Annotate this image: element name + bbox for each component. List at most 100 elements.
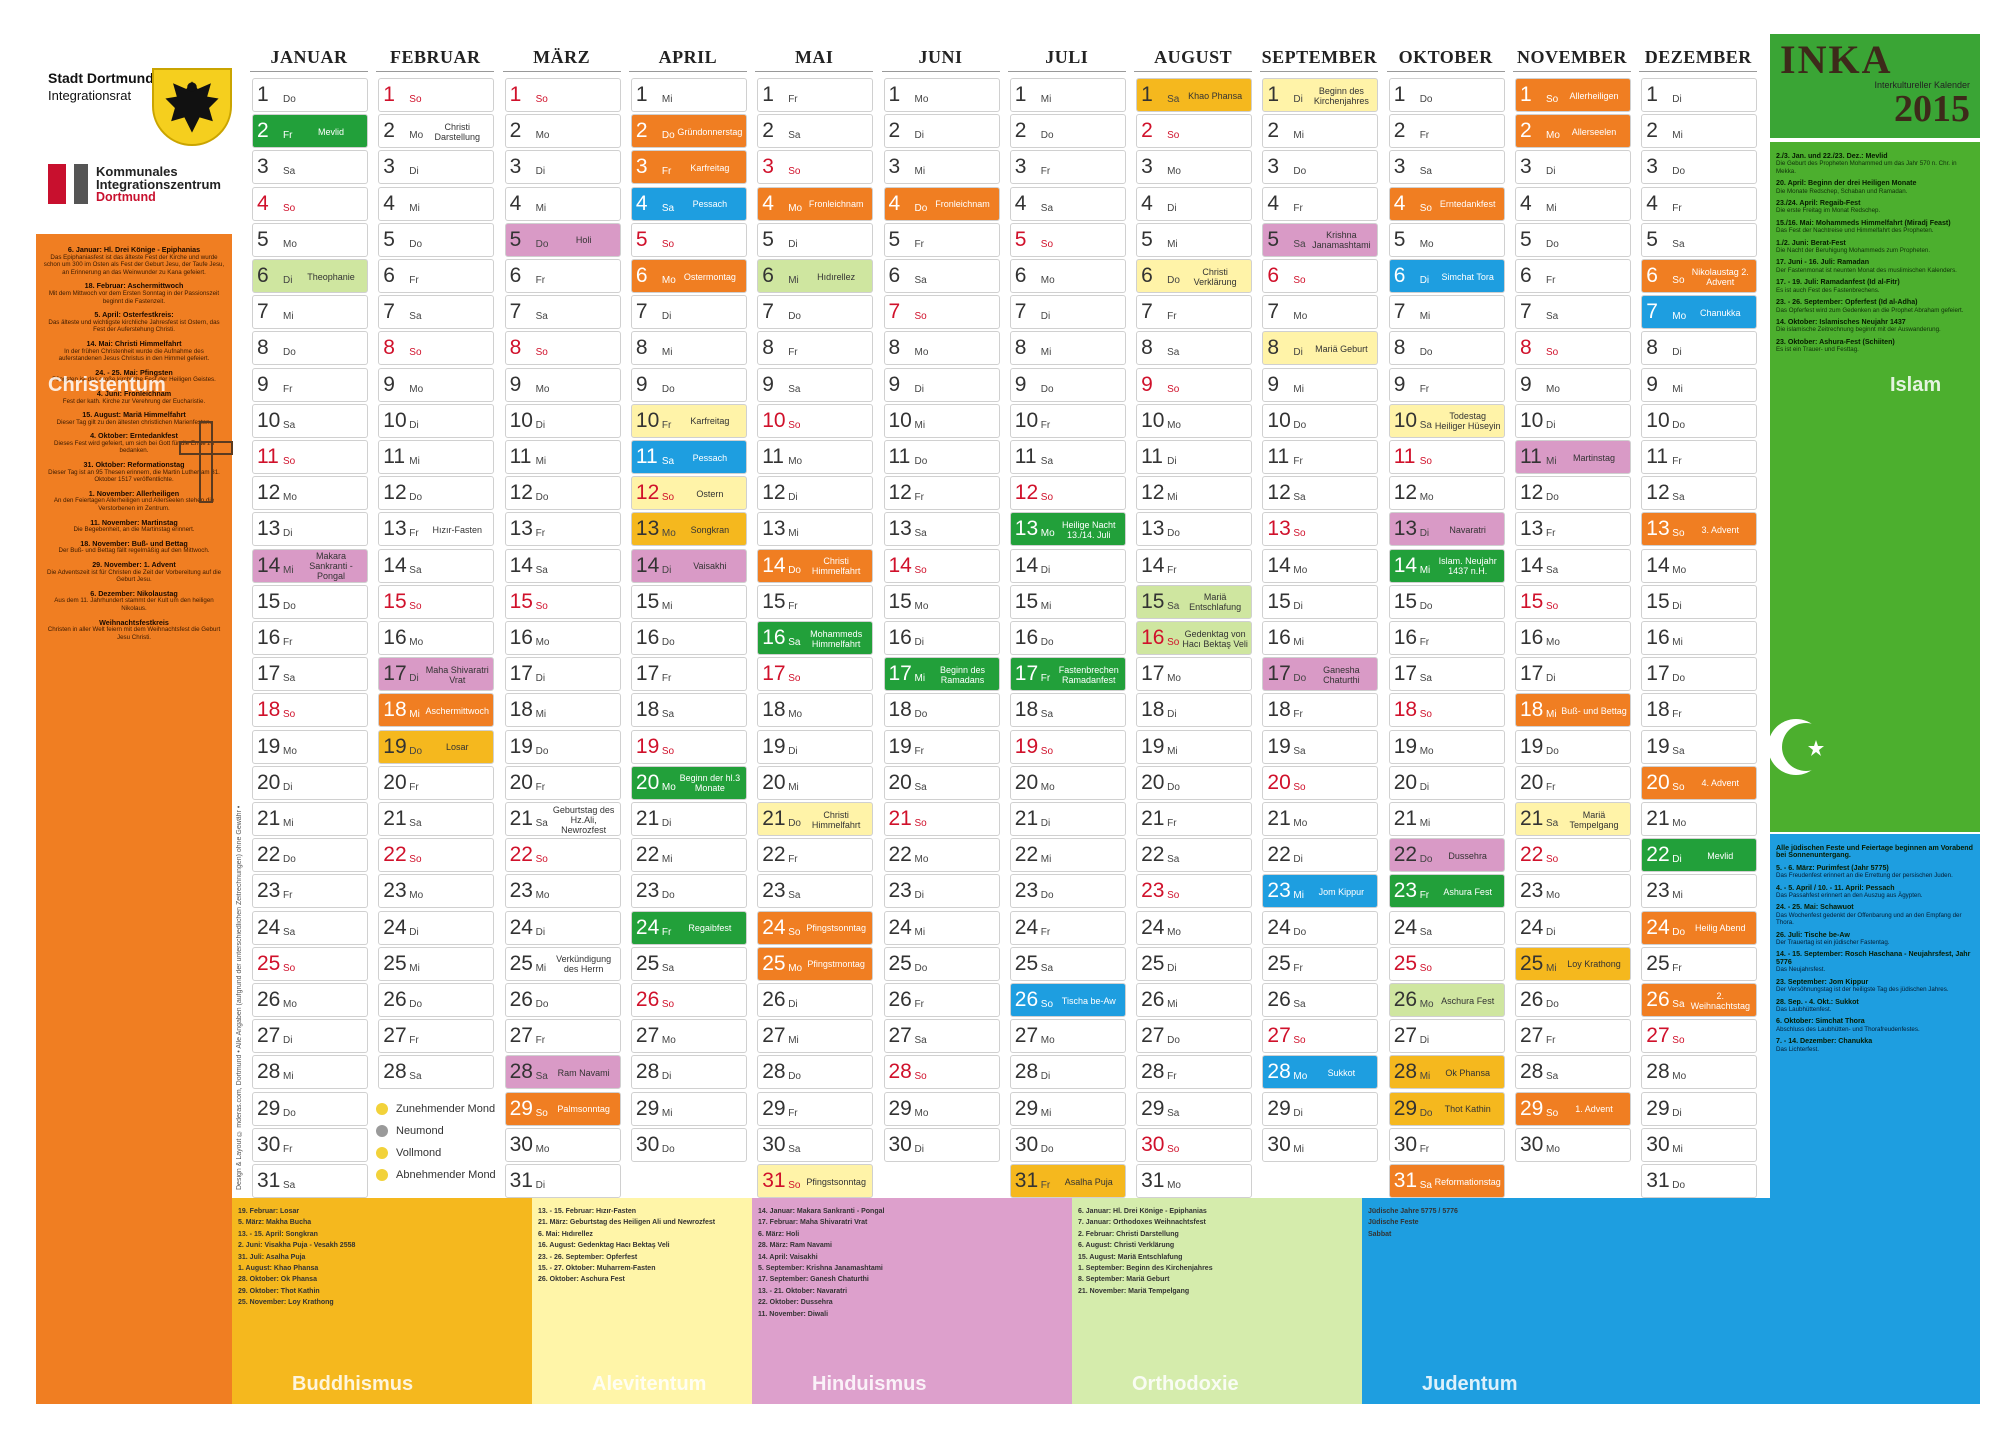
day-cell[interactable]: 27 Fr: [504, 1019, 621, 1054]
day-cell[interactable]: 4 Fr: [1262, 186, 1379, 221]
day-cell[interactable]: 2 Sa: [757, 114, 874, 149]
day-cell[interactable]: 6 Sa: [883, 259, 1000, 293]
day-cell[interactable]: 29 Sa: [1136, 1091, 1253, 1126]
day-cell[interactable]: 25 Mi Loy Krathong: [1515, 946, 1631, 981]
day-cell[interactable]: 24 Fr: [1009, 910, 1126, 945]
day-cell[interactable]: 15 Fr: [757, 584, 874, 619]
day-cell[interactable]: 4 Sa Pessach: [630, 186, 747, 221]
day-cell[interactable]: 2 Mi: [1262, 114, 1379, 149]
day-cell[interactable]: 22 Di: [1262, 838, 1379, 873]
day-cell[interactable]: 3 Fr: [1009, 150, 1126, 185]
day-cell[interactable]: 17 Do: [1641, 657, 1758, 692]
day-cell[interactable]: 5 So: [1009, 222, 1126, 257]
day-cell[interactable]: 8 So: [1515, 331, 1631, 366]
day-cell[interactable]: 9 Mo: [1515, 367, 1631, 402]
day-cell[interactable]: 11 So: [1388, 440, 1505, 474]
day-cell[interactable]: 13 Di: [252, 512, 368, 547]
day-cell[interactable]: 3 Di: [378, 150, 495, 185]
day-cell[interactable]: 8 Mi: [1009, 331, 1126, 366]
day-cell[interactable]: 24 Do Heilig Abend: [1641, 910, 1758, 945]
day-cell[interactable]: 28 Sa: [1515, 1055, 1631, 1090]
day-cell[interactable]: 4 Mo Fronleichnam: [757, 186, 874, 221]
day-cell[interactable]: 3 Mi: [883, 150, 1000, 185]
day-cell[interactable]: 31 Do: [1641, 1164, 1758, 1198]
day-cell[interactable]: 24 So Pfingstsonntag: [757, 910, 874, 945]
day-cell[interactable]: 4 Do Fronleichnam: [883, 186, 1000, 221]
day-cell[interactable]: 16 Mo: [378, 621, 495, 655]
day-cell[interactable]: 10 Mo: [1136, 403, 1253, 438]
day-cell[interactable]: 16 Mo: [504, 621, 621, 655]
day-cell[interactable]: 16 Do: [630, 621, 747, 655]
day-cell[interactable]: 11 Sa: [1009, 440, 1126, 474]
day-cell[interactable]: 22 Fr: [757, 838, 874, 873]
day-cell[interactable]: 10 Di: [378, 403, 495, 438]
day-cell[interactable]: 15 Di: [1641, 584, 1758, 619]
day-cell[interactable]: 26 Sa 2. Weihnachtstag: [1641, 983, 1758, 1017]
day-cell[interactable]: 1 Fr: [757, 78, 874, 112]
day-cell[interactable]: 3 Do: [1641, 150, 1758, 185]
day-cell[interactable]: 7 Mo Chanukka: [1641, 295, 1758, 330]
day-cell[interactable]: 2 Mi: [1641, 114, 1758, 149]
day-cell[interactable]: 13 Mi: [757, 512, 874, 547]
day-cell[interactable]: 11 Mo: [757, 440, 874, 474]
day-cell[interactable]: 1 Di Beginn des Kirchenjahres: [1262, 78, 1379, 112]
day-cell[interactable]: 14 Sa: [378, 548, 495, 583]
day-cell[interactable]: 25 Do: [883, 946, 1000, 981]
day-cell[interactable]: 22 Mo: [883, 838, 1000, 873]
day-cell[interactable]: 26 Do: [504, 983, 621, 1017]
day-cell[interactable]: 2 Do Gründonnerstag: [630, 114, 747, 149]
day-cell[interactable]: 16 Di: [883, 621, 1000, 655]
day-cell[interactable]: 21 Di: [1009, 802, 1126, 836]
day-cell[interactable]: 22 Mi: [630, 838, 747, 873]
day-cell[interactable]: 7 Sa: [378, 295, 495, 330]
day-cell[interactable]: 29 Mi: [1009, 1091, 1126, 1126]
day-cell[interactable]: 30 Fr: [1388, 1127, 1505, 1162]
day-cell[interactable]: 23 Di: [883, 874, 1000, 909]
day-cell[interactable]: 18 Sa: [1009, 693, 1126, 728]
day-cell[interactable]: 18 So: [1388, 693, 1505, 728]
day-cell[interactable]: 19 Mo: [1388, 729, 1505, 764]
day-cell[interactable]: 15 So: [378, 584, 495, 619]
day-cell[interactable]: 2 Mo Christi Darstellung: [378, 114, 495, 149]
day-cell[interactable]: 20 Di: [252, 765, 368, 800]
day-cell[interactable]: 16 Mi: [1262, 621, 1379, 655]
day-cell[interactable]: 3 Mo: [1136, 150, 1253, 185]
day-cell[interactable]: 7 Fr: [1136, 295, 1253, 330]
day-cell[interactable]: 27 Fr: [1515, 1019, 1631, 1054]
day-cell[interactable]: 25 So: [252, 946, 368, 981]
day-cell[interactable]: 25 Sa: [630, 946, 747, 981]
day-cell[interactable]: 23 Mo: [504, 874, 621, 909]
day-cell[interactable]: 22 Do Dussehra: [1388, 838, 1505, 873]
day-cell[interactable]: 20 So: [1262, 765, 1379, 800]
day-cell[interactable]: 15 Sa Mariä Entschlafung: [1136, 584, 1253, 619]
day-cell[interactable]: 30 So: [1136, 1127, 1253, 1162]
day-cell[interactable]: 26 Do: [378, 983, 495, 1017]
day-cell[interactable]: 7 Mi: [252, 295, 368, 330]
day-cell[interactable]: 19 So: [1009, 729, 1126, 764]
day-cell[interactable]: 9 Mi: [1262, 367, 1379, 402]
day-cell[interactable]: 12 So: [1009, 476, 1126, 511]
day-cell[interactable]: 6 Fr: [378, 259, 495, 293]
day-cell[interactable]: 27 Fr: [378, 1019, 495, 1054]
day-cell[interactable]: 12 Do: [504, 476, 621, 511]
day-cell[interactable]: 21 Di: [630, 802, 747, 836]
day-cell[interactable]: 12 Mi: [1136, 476, 1253, 511]
day-cell[interactable]: 8 Do: [252, 331, 368, 366]
day-cell[interactable]: 6 So: [1262, 259, 1379, 293]
day-cell[interactable]: 7 Sa: [1515, 295, 1631, 330]
day-cell[interactable]: 5 Di: [757, 222, 874, 257]
day-cell[interactable]: 31 Sa: [252, 1164, 368, 1198]
day-cell[interactable]: 23 Mi: [1641, 874, 1758, 909]
day-cell[interactable]: 1 So Allerheiligen: [1515, 78, 1631, 112]
day-cell[interactable]: 2 Fr: [1388, 114, 1505, 149]
day-cell[interactable]: 5 So: [630, 222, 747, 257]
day-cell[interactable]: 21 So: [883, 802, 1000, 836]
day-cell[interactable]: 27 Mi: [757, 1019, 874, 1054]
day-cell[interactable]: 12 Fr: [883, 476, 1000, 511]
day-cell[interactable]: 23 Fr Ashura Fest: [1388, 874, 1505, 909]
day-cell[interactable]: 6 Do Christi Verklärung: [1136, 259, 1253, 293]
day-cell[interactable]: 13 Mo Songkran: [630, 512, 747, 547]
day-cell[interactable]: 22 So: [504, 838, 621, 873]
day-cell[interactable]: 31 Di: [504, 1164, 621, 1198]
day-cell[interactable]: 19 Do Losar: [378, 729, 495, 764]
